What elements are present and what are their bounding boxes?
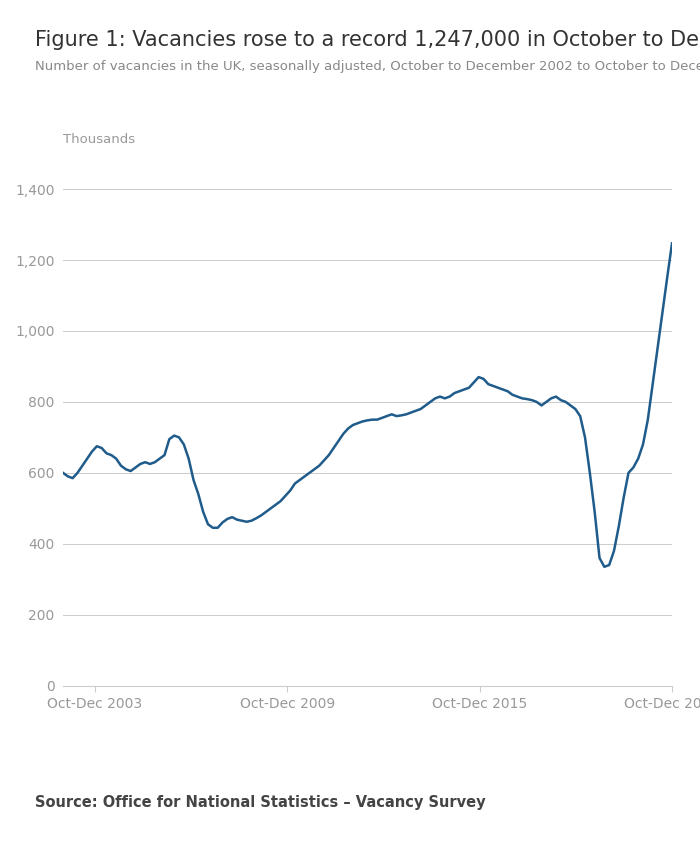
Text: Thousands: Thousands [63,133,135,146]
Text: Source: Office for National Statistics – Vacancy Survey: Source: Office for National Statistics –… [35,794,486,810]
Text: Number of vacancies in the UK, seasonally adjusted, October to December 2002 to : Number of vacancies in the UK, seasonall… [35,60,700,73]
Text: Figure 1: Vacancies rose to a record 1,247,000 in October to December 2021: Figure 1: Vacancies rose to a record 1,2… [35,30,700,50]
